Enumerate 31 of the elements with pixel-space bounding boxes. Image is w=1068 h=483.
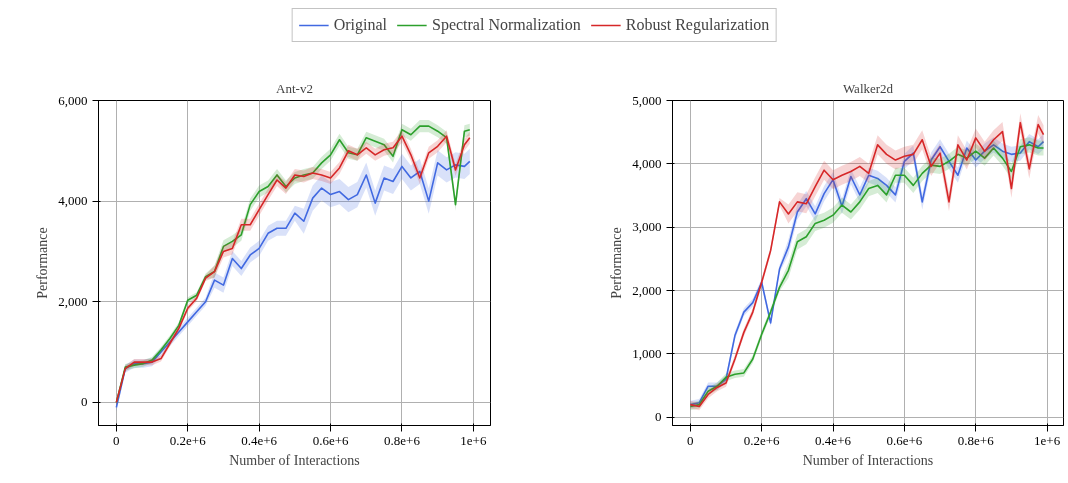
legend-label: Spectral Normalization	[431, 16, 581, 34]
y-tick-label: 3,000	[632, 219, 662, 235]
x-tick-label: 0.2e+6	[743, 432, 781, 448]
x-tick-label: 0.2e+6	[169, 432, 207, 448]
y-tick-label: 4,000	[632, 155, 662, 171]
x-tick-label: 0.8e+6	[384, 432, 421, 448]
chart-title: Walker2d	[842, 80, 894, 96]
legend-label: Robust Regularization	[625, 16, 770, 34]
x-tick-label: 0.8e+6	[957, 432, 995, 448]
y-tick-label: 2,000	[632, 282, 662, 298]
x-axis-title: Number of Interactions	[802, 452, 934, 468]
legend-label: Original	[333, 16, 387, 34]
y-tick-label: 0	[81, 394, 88, 410]
x-tick-label: 1e+6	[460, 432, 487, 448]
x-tick-label: 0.4e+6	[241, 432, 278, 448]
x-tick-label: 1e+6	[1034, 432, 1061, 448]
y-axis-title: Performance	[35, 227, 51, 299]
y-tick-label: 0	[655, 409, 662, 425]
y-tick-label: 6,000	[58, 92, 88, 108]
chart-title: Ant-v2	[276, 80, 313, 96]
x-tick-label: 0.4e+6	[815, 432, 852, 448]
y-tick-label: 1,000	[632, 345, 662, 361]
x-axis-title: Number of Interactions	[229, 452, 360, 468]
x-tick-label: 0.6e+6	[886, 432, 923, 448]
y-tick-label: 2,000	[58, 293, 88, 309]
x-tick-label: 0	[687, 432, 694, 448]
y-tick-label: 4,000	[58, 193, 88, 209]
y-tick-label: 5,000	[632, 92, 662, 108]
y-axis-title: Performance	[609, 227, 625, 299]
x-tick-label: 0	[113, 432, 120, 448]
x-tick-label: 0.6e+6	[312, 432, 349, 448]
